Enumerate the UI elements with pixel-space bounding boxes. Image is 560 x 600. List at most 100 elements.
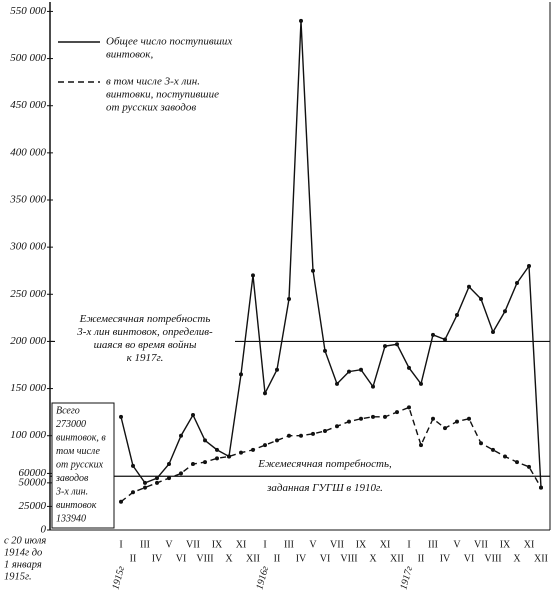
y-tick-label: 60000 — [19, 467, 47, 479]
y-tick-label: 100 000 — [10, 429, 46, 441]
x-tick-label: V — [453, 539, 461, 550]
x-tick-label: III — [428, 539, 438, 550]
x-tick-label: I — [407, 539, 410, 550]
reference-label: заданная ГУГШ в 1910г. — [266, 482, 383, 494]
legend-label: в том числе 3-х лин. — [106, 76, 200, 88]
label-bg — [235, 458, 415, 471]
point — [455, 313, 459, 318]
point — [155, 480, 159, 485]
point — [263, 391, 267, 396]
point — [431, 332, 435, 337]
x-tick-label: XII — [246, 553, 260, 564]
point — [467, 416, 471, 421]
x-tick-label: V — [309, 539, 317, 550]
point — [503, 454, 507, 459]
x-tick-label: IX — [356, 539, 367, 550]
point — [227, 454, 231, 459]
x-tick-label: XI — [524, 539, 535, 550]
period-label: 1 января — [4, 559, 42, 570]
point — [407, 365, 411, 370]
period-label: 1914г до — [4, 547, 42, 558]
label-bg — [55, 313, 235, 326]
summary-text: том числе — [56, 446, 101, 457]
x-tick-label: XI — [380, 539, 391, 550]
point — [467, 284, 471, 289]
point — [275, 438, 279, 443]
x-tick-label: II — [418, 553, 425, 564]
x-tick-label: VII — [474, 539, 488, 550]
point — [359, 416, 363, 421]
x-tick-label: II — [130, 553, 137, 564]
legend-label: винтовки, поступившие — [106, 89, 219, 101]
point — [191, 412, 195, 417]
point — [275, 367, 279, 372]
y-tick-label: 50000 — [19, 476, 47, 488]
point — [455, 419, 459, 424]
y-tick-label: 350 000 — [9, 194, 46, 206]
point — [395, 410, 399, 415]
point — [299, 433, 303, 438]
x-tick-label: IV — [440, 553, 451, 564]
point — [203, 438, 207, 443]
x-tick-label: I — [119, 539, 122, 550]
summary-text: 3-х лин. — [55, 486, 88, 497]
point — [215, 456, 219, 461]
x-tick-label: IX — [212, 539, 223, 550]
legend-label: от русских заводов — [106, 102, 196, 114]
point — [419, 443, 423, 448]
point — [179, 433, 183, 438]
x-tick-label: III — [284, 539, 294, 550]
summary-text: 273000 — [56, 419, 86, 430]
y-tick-label: 500 000 — [10, 52, 46, 64]
x-tick-label: II — [274, 553, 281, 564]
point — [395, 342, 399, 347]
x-tick-label: VI — [320, 553, 331, 564]
point — [251, 447, 255, 452]
point — [515, 460, 519, 465]
point — [443, 337, 447, 342]
point — [527, 264, 531, 268]
summary-text: от русских — [56, 459, 104, 470]
legend-label: Общее число поступивших — [106, 36, 232, 48]
point — [131, 490, 135, 495]
point — [251, 273, 255, 278]
point — [143, 485, 147, 490]
y-tick-label: 400 000 — [10, 146, 46, 158]
point — [515, 280, 519, 285]
point — [167, 476, 171, 481]
reference-label: Ежемесячная потребность — [79, 313, 211, 325]
point — [371, 384, 375, 389]
period-label: с 20 июля — [4, 535, 46, 546]
point — [383, 414, 387, 419]
point — [179, 471, 183, 476]
point — [539, 485, 543, 490]
point — [191, 462, 195, 466]
y-tick-label: 200 000 — [10, 335, 46, 347]
x-tick-label: VI — [464, 553, 475, 564]
point — [239, 372, 243, 377]
point — [311, 268, 315, 273]
reference-label: Ежемесячная потребность, — [257, 458, 392, 470]
point — [323, 348, 327, 353]
point — [119, 499, 123, 504]
year-label: 1916г — [254, 565, 271, 591]
point — [263, 443, 267, 448]
point — [287, 433, 291, 438]
x-tick-label: X — [225, 553, 233, 564]
point — [371, 414, 375, 419]
point — [215, 447, 219, 452]
x-tick-label: XII — [390, 553, 404, 564]
label-bg — [235, 482, 415, 495]
x-tick-label: VIII — [484, 553, 501, 564]
period-label: 1915г. — [4, 571, 32, 582]
point — [431, 416, 435, 421]
point — [479, 297, 483, 301]
point — [203, 460, 207, 465]
point — [347, 419, 351, 424]
summary-text: винтовок — [56, 500, 97, 511]
point — [143, 480, 147, 485]
y-tick-label: 450 000 — [10, 99, 46, 111]
x-tick-label: V — [165, 539, 173, 550]
